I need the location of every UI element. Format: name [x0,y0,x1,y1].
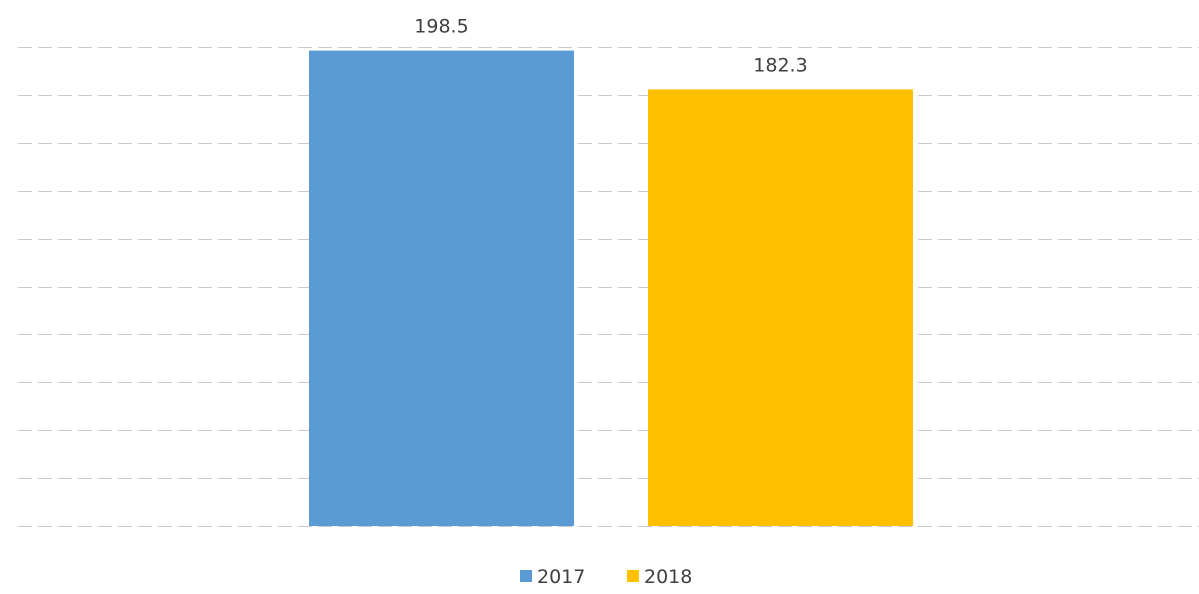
legend-swatch-2017 [520,570,532,582]
legend-label-2017: 2017 [537,566,585,588]
legend-label-2018: 2018 [644,566,692,588]
legend-swatch-2018 [627,570,639,582]
legend: 2017 2018 [520,566,692,588]
bars [309,50,913,526]
data-labels: 198.5 182.3 [414,16,807,77]
bar-2018 [648,89,913,526]
data-label-2017: 198.5 [414,16,468,38]
gridlines [18,47,1199,527]
bar-2017 [309,50,574,526]
data-label-2018: 182.3 [753,54,807,76]
